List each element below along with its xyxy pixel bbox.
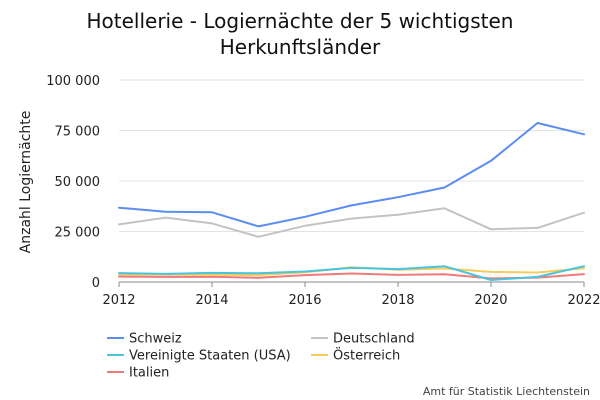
source-credit: Amt für Statistik Liechtenstein <box>423 385 590 398</box>
y-tick-label: 100 000 <box>46 74 100 89</box>
x-tick-label: 2012 <box>102 293 135 308</box>
y-axis-label: Anzahl Logiernächte <box>18 111 34 254</box>
legend-item: Vereinigte Staaten (USA) <box>107 349 291 364</box>
y-tick-layer: 0 25 000 50 000 75 000 100 000 <box>46 74 100 291</box>
legend-label: Vereinigte Staaten (USA) <box>129 349 291 364</box>
series-line-schweiz <box>118 122 585 228</box>
grid-layer <box>119 79 584 283</box>
legend-item: Italien <box>107 366 169 381</box>
series-line-vereinigte-staaten-usa <box>118 265 585 281</box>
series-line-deutschland <box>118 207 585 238</box>
x-tick-layer: 2012 2014 2016 2018 2020 2022 <box>102 282 600 308</box>
series-layer <box>118 122 585 281</box>
y-tick-label: 50 000 <box>55 175 101 190</box>
legend: Schweiz Deutschland Vereinigte Staaten (US… <box>107 332 415 381</box>
legend-label: Österreich <box>333 347 400 364</box>
legend-item: Deutschland <box>311 332 415 347</box>
y-tick-label: 25 000 <box>55 226 101 241</box>
legend-label: Schweiz <box>129 332 182 347</box>
legend-item: Österreich <box>311 347 400 364</box>
x-tick-label: 2014 <box>195 293 228 308</box>
legend-item: Schweiz <box>107 332 182 347</box>
chart-title-line-2: Herkunftsländer <box>220 35 381 59</box>
x-tick-label: 2016 <box>288 293 321 308</box>
legend-label: Deutschland <box>333 332 415 347</box>
legend-label: Italien <box>129 366 169 381</box>
chart-title-line-1: Hotellerie - Logiernächte der 5 wichtigs… <box>86 9 513 33</box>
x-tick-label: 2020 <box>474 293 507 308</box>
y-tick-label: 75 000 <box>55 125 101 140</box>
y-tick-label: 0 <box>92 276 100 291</box>
x-tick-label: 2022 <box>567 293 600 308</box>
x-tick-label: 2018 <box>381 293 414 308</box>
